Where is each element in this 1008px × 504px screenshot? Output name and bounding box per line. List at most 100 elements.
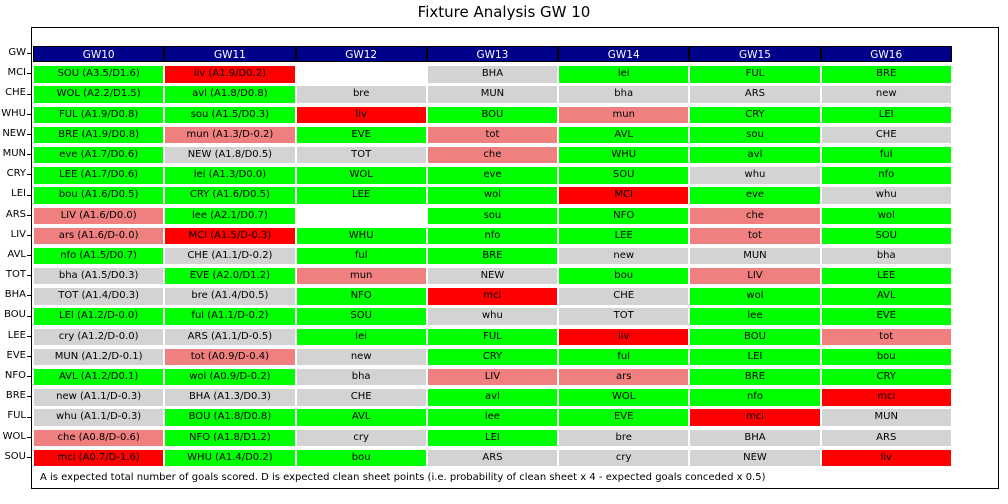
fixture-cell: bre — [558, 429, 690, 446]
fixture-cell: che — [426, 146, 559, 164]
fixture-cell: EVE — [295, 126, 427, 144]
fixture-row: BRE (A1.9/D0.8) mun (A1.3/D-0.2) EVE tot AVL… — [33, 126, 952, 144]
footer-note: A is expected total number of goals scor… — [33, 469, 952, 487]
fixture-cell: bou (A1.6/D0.5) — [33, 187, 165, 204]
fixture-cell: NEW (A1.8/D0.5) — [164, 146, 296, 164]
fixture-cell: ARS — [689, 86, 821, 103]
fixture-cell: EVE — [558, 409, 690, 426]
row-label: CHE — [0, 85, 31, 101]
fixture-cell: FUL — [426, 328, 559, 346]
fixture-cell: SOU — [820, 227, 952, 245]
fixture-cell: ARS — [820, 429, 952, 446]
column-header: GW16 — [820, 46, 952, 63]
fixture-cell: BHA (A1.3/D0.3) — [164, 389, 296, 406]
fixture-cell: BRE — [426, 247, 559, 265]
fixture-cell: BRE (A1.9/D0.8) — [33, 126, 165, 144]
fixture-cell: liv (A1.9/D0.2) — [164, 66, 296, 83]
fixture-cell: lee — [689, 308, 821, 325]
fixture-cell: LEI (A1.2/D-0.0) — [33, 308, 165, 325]
fixture-cell: FUL — [689, 66, 821, 83]
fixture-cell: ful — [820, 146, 952, 164]
fixture-cell: tot — [820, 328, 952, 346]
fixture-cell: CHE — [558, 288, 690, 305]
fixture-cell: wol — [689, 288, 821, 305]
fixture-cell: bha — [295, 369, 427, 386]
fixture-cell: bre — [295, 86, 427, 103]
fixture-row: che (A0.8/D-0.6) NFO (A1.8/D1.2) cry LEI bre… — [33, 429, 952, 446]
fixture-cell: nfo — [820, 167, 952, 184]
fixture-row: MUN (A1.2/D-0.1) tot (A0.9/D-0.4) new CRY fu… — [33, 348, 952, 366]
fixture-table: GW10 GW11 GW12 GW13 GW14 GW15 GW16 SOU (A3.5/D1… — [33, 46, 952, 490]
fixture-cell: LIV (A1.6/D0.0) — [33, 207, 165, 224]
fixture-cell: mun — [558, 106, 690, 123]
row-label: WHU — [0, 106, 31, 122]
fixture-cell: LEE (A1.7/D0.6) — [33, 167, 165, 184]
fixture-cell: CRY — [426, 348, 559, 366]
fixture-cell — [295, 207, 427, 224]
column-header: GW13 — [426, 46, 559, 63]
fixture-cell: mci — [689, 409, 821, 426]
fixture-cell: mun — [295, 268, 427, 285]
fixture-cell: AVL (A1.2/D0.1) — [33, 369, 165, 386]
fixture-cell: MUN (A1.2/D-0.1) — [33, 348, 165, 366]
fixture-cell: WOL — [295, 167, 427, 184]
fixture-cell: ars — [558, 369, 690, 386]
row-labels: GW MCI CHE WHU NEW MUN CRY LEI ARS LIV AVL TOT BHA BO… — [0, 45, 31, 469]
fixture-cell: ful — [295, 247, 427, 265]
fixture-cell: SOU (A3.5/D1.6) — [33, 66, 165, 83]
header-row: GW10 GW11 GW12 GW13 GW14 GW15 GW16 — [33, 46, 952, 63]
fixture-cell: MUN — [426, 86, 559, 103]
fixture-cell: TOT — [558, 308, 690, 325]
fixture-cell: MCI — [558, 187, 690, 204]
row-label: NFO — [0, 368, 31, 384]
fixture-cell: mci — [426, 288, 559, 305]
fixture-row: mci (A0.7/D-1.6) WHU (A1.4/D0.2) bou ARS cry… — [33, 449, 952, 467]
column-header: GW14 — [558, 46, 690, 63]
fixture-cell: whu — [689, 167, 821, 184]
fixture-cell: lee (A2.1/D0.7) — [164, 207, 296, 224]
fixture-row: SOU (A3.5/D1.6) liv (A1.9/D0.2) BHA lei FUL B… — [33, 66, 952, 83]
row-label: BRE — [0, 388, 31, 404]
fixture-cell: EVE — [820, 308, 952, 325]
fixture-cell: LEE — [295, 187, 427, 204]
fixture-cell: AVL — [295, 409, 427, 426]
row-label: BHA — [0, 287, 31, 303]
fixture-cell: NFO — [558, 207, 690, 224]
column-header: GW12 — [295, 46, 427, 63]
row-label: LEE — [0, 328, 31, 344]
fixture-cell: CHE — [295, 389, 427, 406]
fixture-row: WOL (A2.2/D1.5) avl (A1.8/D0.8) bre MUN bha A… — [33, 86, 952, 103]
fixture-cell: liv — [820, 449, 952, 467]
fixture-cell: SOU — [558, 167, 690, 184]
row-label: SOU — [0, 449, 31, 465]
fixture-cell: bou — [295, 449, 427, 467]
fixture-cell: CRY (A1.6/D0.5) — [164, 187, 296, 204]
row-label: TOT — [0, 267, 31, 283]
fixture-cell: new — [558, 247, 690, 265]
row-label: LEI — [0, 186, 31, 202]
fixture-cell: mun (A1.3/D-0.2) — [164, 126, 296, 144]
fixture-cell: ARS (A1.1/D-0.5) — [164, 328, 296, 346]
fixture-cell: SOU — [295, 308, 427, 325]
fixture-cell: MUN — [689, 247, 821, 265]
fixture-row: FUL (A1.9/D0.8) sou (A1.5/D0.3) liv BOU mun C… — [33, 106, 952, 123]
fixture-cell: che — [689, 207, 821, 224]
fixture-cell: tot — [426, 126, 559, 144]
row-label: BOU — [0, 307, 31, 323]
fixture-cell: lei — [295, 328, 427, 346]
fixture-cell: LIV — [426, 369, 559, 386]
fixture-cell: avl — [689, 146, 821, 164]
fixture-cell: new — [295, 348, 427, 366]
column-header: GW10 — [33, 46, 165, 63]
fixture-cell: BOU — [689, 328, 821, 346]
fixture-cell: MUN — [820, 409, 952, 426]
fixture-cell: WHU (A1.4/D0.2) — [164, 449, 296, 467]
fixture-cell: BRE — [689, 369, 821, 386]
fixture-cell: LEI — [820, 106, 952, 123]
fixture-cell: sou — [426, 207, 559, 224]
fixture-cell: tot (A0.9/D-0.4) — [164, 348, 296, 366]
fixture-cell: che (A0.8/D-0.6) — [33, 429, 165, 446]
fixture-cell: tot — [689, 227, 821, 245]
fixture-cell: lei (A1.3/D0.0) — [164, 167, 296, 184]
row-label: CRY — [0, 166, 31, 182]
